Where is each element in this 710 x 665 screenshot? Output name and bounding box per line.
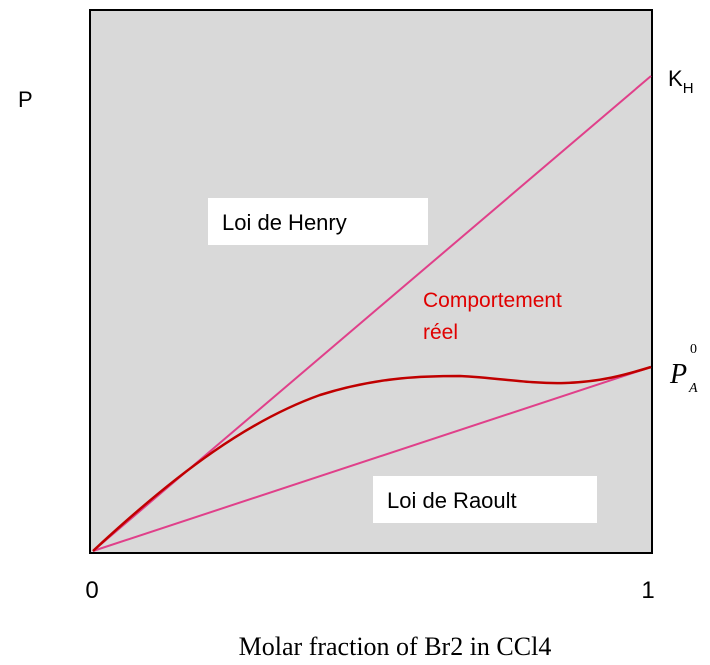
superscript: 0 <box>690 342 697 357</box>
x-tick-label: 1 <box>641 577 654 604</box>
subscript: H <box>683 80 694 97</box>
label-box <box>208 198 428 245</box>
y-axis-label: P <box>18 87 33 112</box>
label-box <box>373 476 597 523</box>
x-axis-label: Molar fraction of Br2 in CCl4 <box>239 632 552 661</box>
real-label: réel <box>423 321 458 344</box>
henry-region-label: Loi de Henry <box>222 210 347 235</box>
raoult-end-label: P <box>669 359 687 390</box>
real-label: Comportement <box>423 289 562 312</box>
real-curve <box>92 365 652 552</box>
raoult-region-label: Loi de Raoult <box>387 488 517 513</box>
henry-end-label: KH <box>668 66 694 97</box>
raoult-line <box>92 366 652 552</box>
subscript: A <box>688 381 698 396</box>
symbol: K <box>668 66 683 91</box>
x-tick-label: 0 <box>85 577 98 604</box>
plot-area <box>89 9 653 554</box>
